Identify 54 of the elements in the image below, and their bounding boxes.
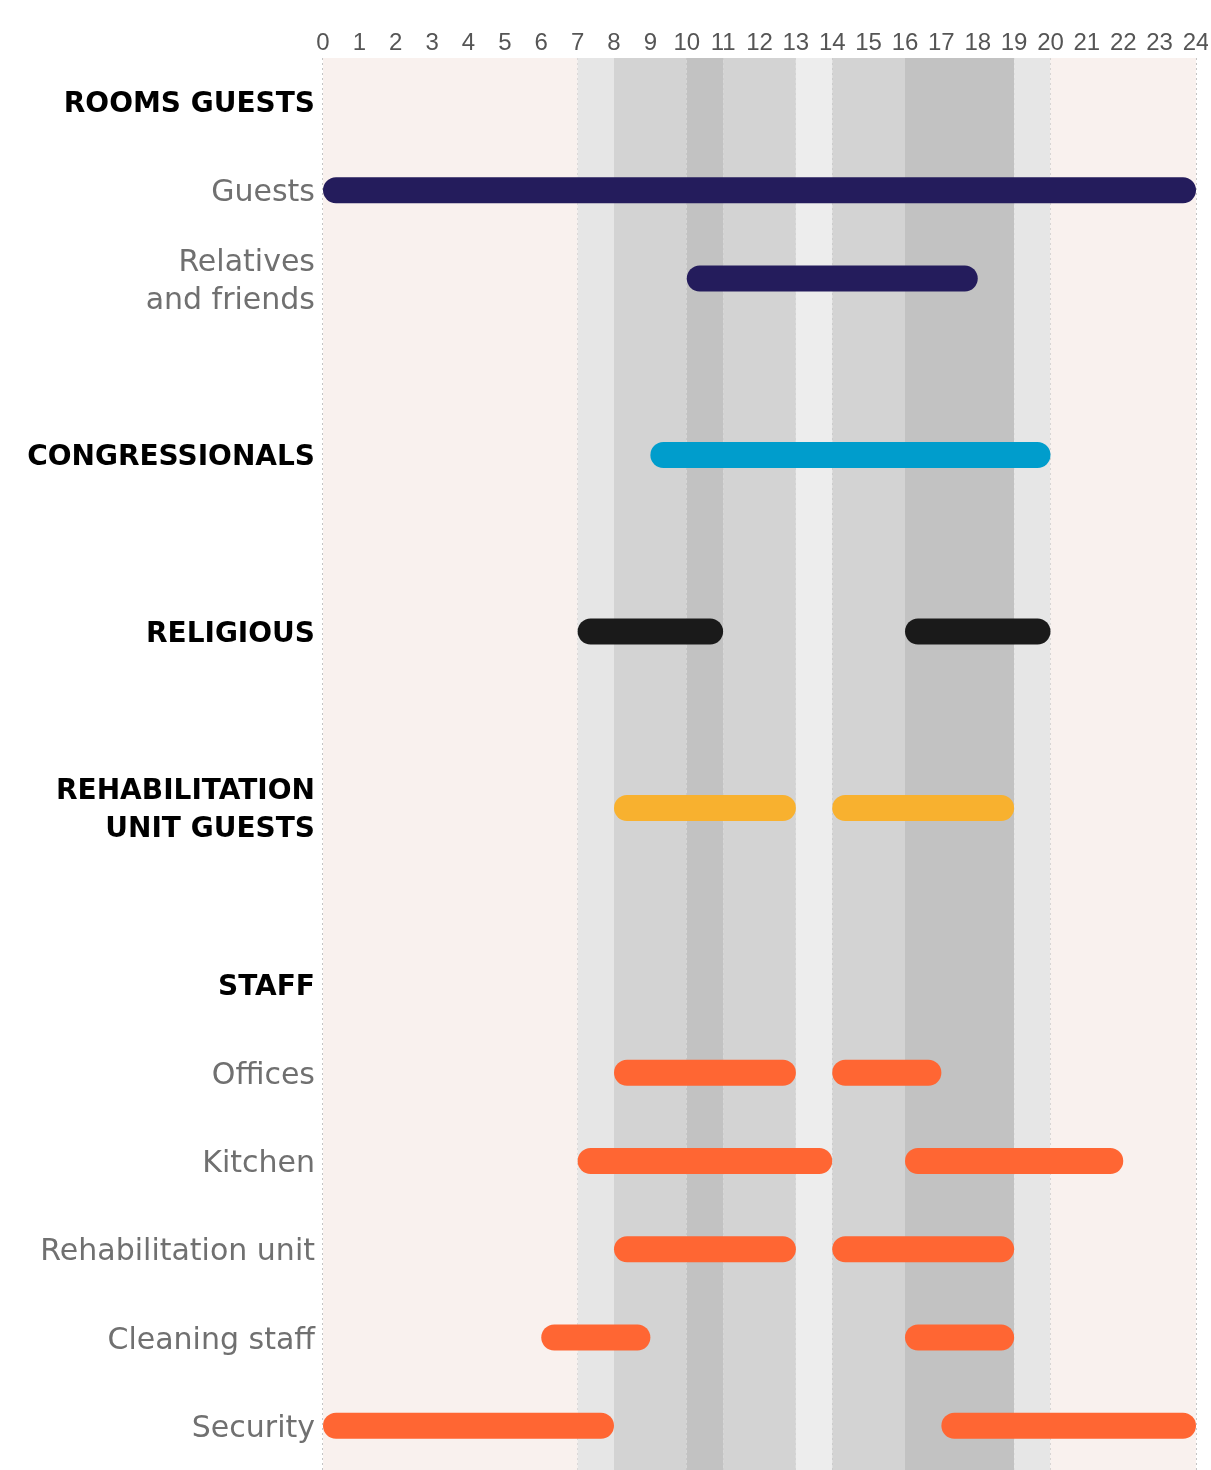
x-tick-label: 16 [891,28,919,55]
x-tick-label: 18 [964,28,992,55]
x-tick-label: 20 [1037,28,1064,55]
y-tick-label: Kitchen [202,1143,315,1179]
bar [614,1059,796,1086]
x-tick-label: 1 [352,28,367,55]
x-tick-label: 23 [1146,28,1173,55]
x-tick-label: 5 [498,28,512,55]
x-tick-label: 7 [570,28,585,55]
bar [905,1148,1124,1174]
x-tick-label: 19 [1000,28,1028,55]
bar [832,1236,1015,1263]
y-tick-label: CONGRESSIONALS [27,438,315,472]
bar [832,1059,942,1086]
bar [650,442,1051,468]
bar [905,1324,1015,1351]
x-tick-label: 17 [928,28,955,55]
x-tick-label: 2 [389,28,403,55]
bar [614,1236,796,1263]
x-tick-label: 11 [710,28,736,55]
y-tick-label: Rehabilitation unit [40,1231,316,1267]
bar [686,265,978,292]
bar [541,1324,651,1351]
y-tick-label: Guests [211,172,315,208]
x-tick-label: 24 [1182,28,1210,55]
y-tick-label: Cleaning staff [107,1320,317,1356]
x-tick-label: 6 [534,28,548,55]
y-tick-label: STAFF [217,968,315,1002]
x-tick-label: 3 [425,28,439,55]
x-tick-label: 0 [316,28,330,55]
bar [614,795,796,821]
x-tick-label: 14 [818,28,846,55]
y-tick-label: Offices [211,1055,315,1091]
bar [905,618,1051,645]
y-tick-label: Security [191,1408,315,1444]
bar [323,177,1196,204]
x-tick-label: 10 [673,28,701,55]
x-tick-label: 15 [855,28,882,55]
x-tick-label: 13 [782,28,810,55]
x-tick-label: 12 [746,28,773,55]
x-tick-label: 21 [1073,28,1101,55]
x-tick-label: 8 [607,28,621,55]
y-tick-label: Relatives and friends [145,242,315,316]
x-tick-label: 22 [1109,28,1137,55]
bar [323,1412,614,1439]
y-tick-label: REHABILITATION UNIT GUESTS [56,772,315,844]
y-tick-label: ROOMS GUESTS [63,85,315,119]
x-tick-label: 4 [461,28,476,55]
bar [577,1148,833,1174]
bar [941,1412,1196,1439]
bar [577,618,724,645]
x-tick-label: 9 [643,28,658,55]
bar [832,795,1015,821]
y-tick-label: RELIGIOUS [145,615,315,649]
